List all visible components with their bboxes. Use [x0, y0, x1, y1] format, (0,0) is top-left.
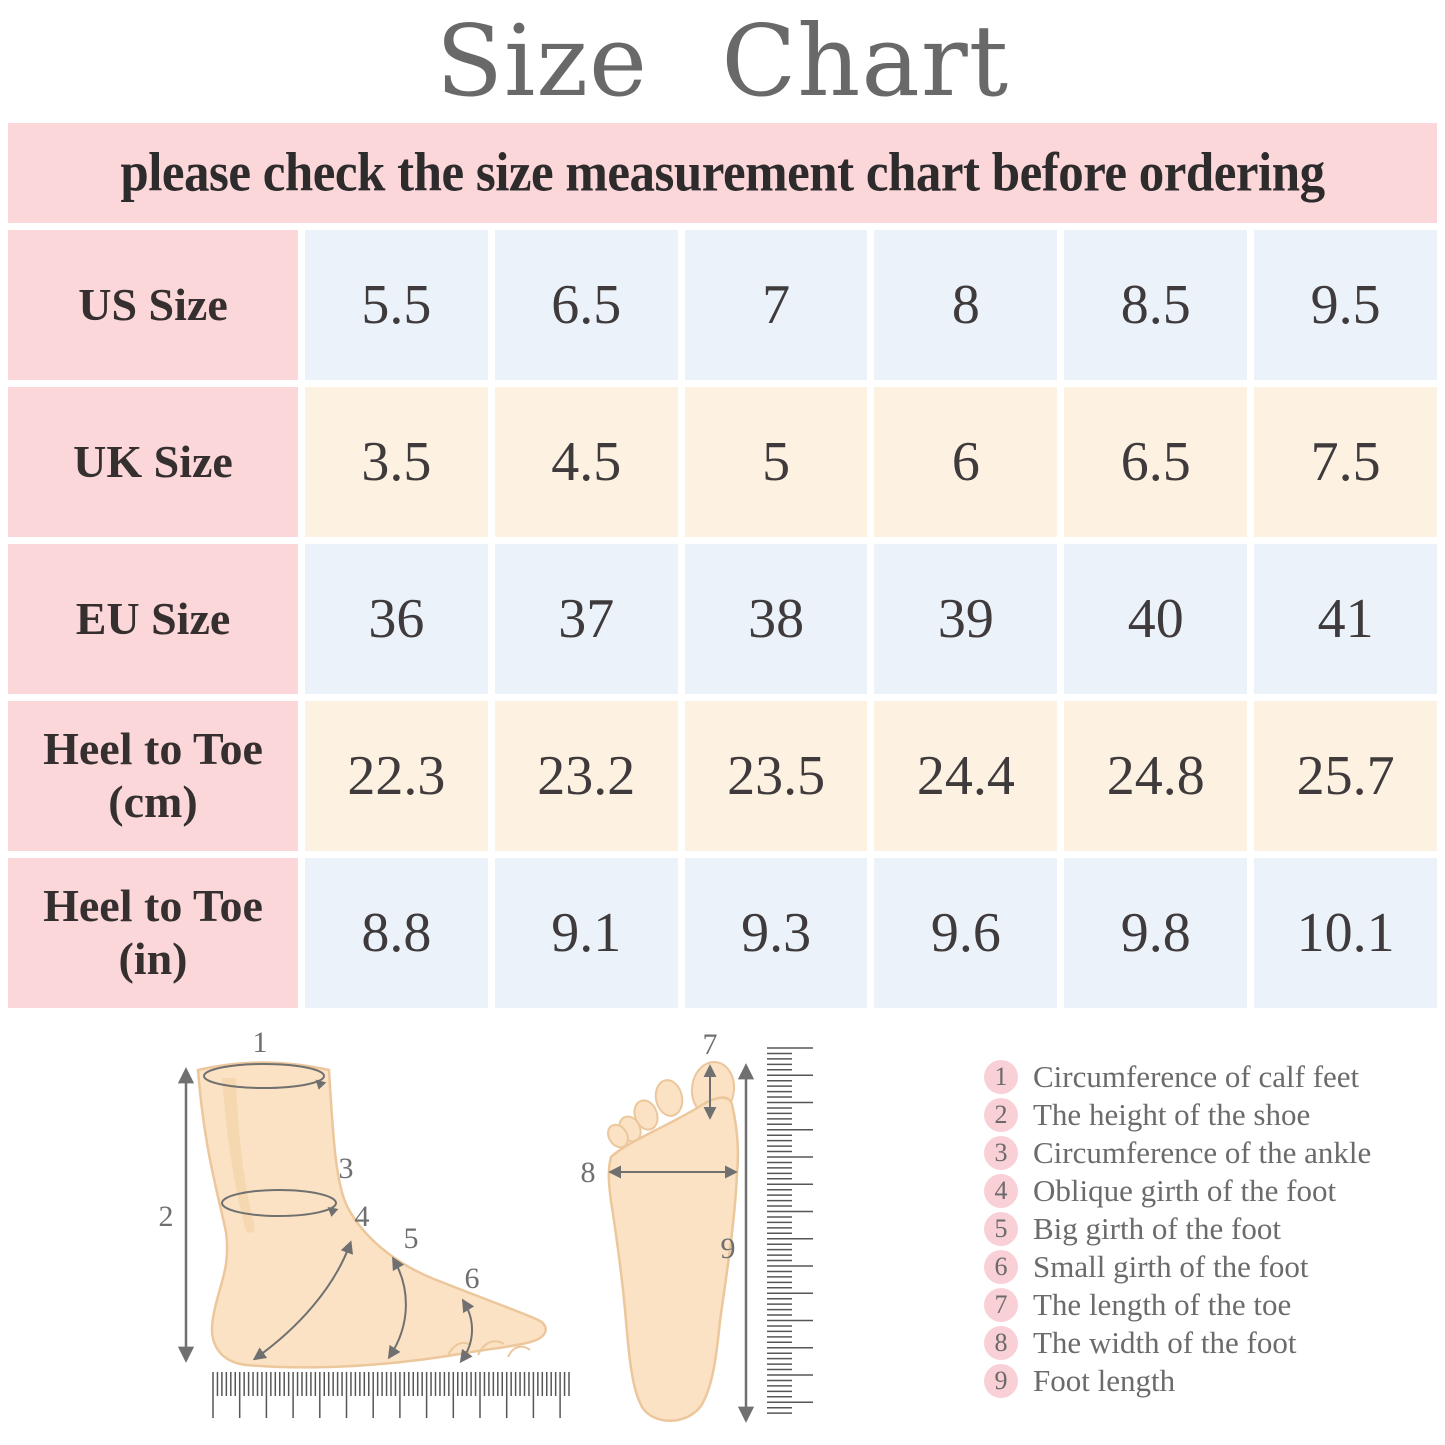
eu-size-cell: 40 [1064, 544, 1248, 694]
legend-number-badge: 5 [984, 1212, 1018, 1246]
ankle-girth-line [221, 1189, 337, 1217]
eu-size-cell: 37 [494, 544, 678, 694]
legend-label: The length of the toe [1033, 1287, 1292, 1322]
us-size-cell: 8.5 [1064, 230, 1248, 380]
legend-number-badge: 1 [984, 1060, 1018, 1094]
uk-size-cell: 7.5 [1254, 387, 1437, 537]
legend-number-badge: 2 [984, 1098, 1018, 1132]
legend-item: 4 Oblique girth of the foot [984, 1173, 1371, 1208]
heel-toe-in-cell: 9.3 [684, 858, 868, 1008]
eu-size-cell: 39 [874, 544, 1058, 694]
legend-item: 3 Circumference of the ankle [984, 1135, 1372, 1170]
legend-item: 9 Foot length [984, 1363, 1371, 1398]
heel-toe-cm-cell: 24.8 [1064, 701, 1248, 851]
marker-label-1: 1 [253, 1026, 268, 1059]
legend-label: Circumference of the ankle [1033, 1135, 1372, 1170]
legend-label: The width of the foot [1033, 1325, 1297, 1360]
eu-size-cell: 38 [684, 544, 868, 694]
legend-item: 7 The length of the toe [984, 1287, 1371, 1322]
foot-sole-outline [607, 1096, 740, 1422]
calf-girth-line [203, 1063, 325, 1089]
foot-top-view-diagram: 7 8 9 [581, 1028, 813, 1423]
uk-size-cell: 6 [874, 387, 1058, 537]
us-size-cell: 8 [874, 230, 1058, 380]
size-table: US Size 5.5 6.5 7 8 8.5 9.5 UK Size 3.5 … [8, 230, 1437, 1008]
measurement-diagrams: 1 2 3 4 5 6 7 [0, 1008, 1445, 1443]
row-label-eu-size: EU Size [8, 544, 298, 694]
uk-size-cell: 6.5 [1064, 387, 1248, 537]
heel-toe-in-cell: 9.1 [494, 858, 678, 1008]
legend-number-badge: 8 [984, 1326, 1018, 1360]
page-title: Size Chart [435, 4, 1010, 119]
row-label-heel-to-toe-cm: Heel to Toe (cm) [8, 701, 298, 851]
legend-item: 8 The width of the foot [984, 1325, 1371, 1360]
legend-item: 1 Circumference of calf feet [984, 1059, 1371, 1094]
row-label-uk-size: UK Size [8, 387, 298, 537]
marker-label-9: 9 [721, 1232, 736, 1265]
marker-label-7: 7 [703, 1028, 718, 1061]
notice-banner: please check the size measurement chart … [8, 123, 1437, 223]
marker-label-4: 4 [355, 1200, 370, 1233]
heel-toe-cm-cell: 24.4 [874, 701, 1058, 851]
legend-number-badge: 4 [984, 1174, 1018, 1208]
heel-toe-cm-cell: 22.3 [305, 701, 488, 851]
title-bar: Size Chart [0, 0, 1445, 123]
row-label-heel-to-toe-in: Heel to Toe (in) [8, 858, 298, 1008]
big-girth-line [387, 1256, 407, 1360]
legend-item: 6 Small girth of the foot [984, 1249, 1371, 1284]
eu-size-cell: 36 [305, 544, 488, 694]
us-size-cell: 6.5 [494, 230, 678, 380]
vertical-ruler [767, 1047, 813, 1414]
row-label-us-size: US Size [8, 230, 298, 380]
uk-size-cell: 5 [684, 387, 868, 537]
toe-line [477, 1340, 505, 1356]
horizontal-ruler [212, 1372, 570, 1418]
legend-label: Foot length [1033, 1363, 1176, 1398]
leg-shading [222, 1078, 255, 1233]
legend-number-badge: 9 [984, 1364, 1018, 1398]
legend-label: Small girth of the foot [1033, 1249, 1309, 1284]
toe-line [507, 1345, 531, 1358]
heel-toe-cm-cell: 23.2 [494, 701, 678, 851]
arrowhead [327, 1207, 339, 1217]
us-size-cell: 7 [684, 230, 868, 380]
foot-side-view-diagram: 1 2 3 4 5 6 [159, 1026, 570, 1418]
us-size-cell: 5.5 [305, 230, 488, 380]
oblique-girth-line [252, 1240, 353, 1361]
notice-banner-text: please check the size measurement chart … [120, 142, 1325, 204]
legend-label: The height of the shoe [1033, 1097, 1311, 1132]
heel-toe-in-cell: 9.8 [1064, 858, 1248, 1008]
toe [654, 1079, 684, 1117]
marker-label-5: 5 [404, 1222, 419, 1255]
heel-toe-in-cell: 8.8 [305, 858, 488, 1008]
heel-toe-in-cell: 9.6 [874, 858, 1058, 1008]
legend-number-badge: 7 [984, 1288, 1018, 1322]
legend-label: Oblique girth of the foot [1033, 1173, 1337, 1208]
heel-toe-cm-cell: 25.7 [1254, 701, 1437, 851]
uk-size-cell: 3.5 [305, 387, 488, 537]
heel-toe-in-cell: 10.1 [1254, 858, 1437, 1008]
marker-label-2: 2 [159, 1200, 174, 1233]
eu-size-cell: 41 [1254, 544, 1437, 694]
marker-label-6: 6 [465, 1262, 480, 1295]
legend-label: Circumference of calf feet [1033, 1059, 1360, 1094]
legend-item: 5 Big girth of the foot [984, 1211, 1371, 1246]
measurement-legend: 1 Circumference of calf feet 2 The heigh… [984, 1059, 1372, 1402]
marker-label-8: 8 [581, 1156, 596, 1189]
legend-item: 2 The height of the shoe [984, 1097, 1371, 1132]
marker-label-3: 3 [339, 1152, 354, 1185]
uk-size-cell: 4.5 [494, 387, 678, 537]
small-girth-line [459, 1298, 475, 1364]
legend-number-badge: 3 [984, 1136, 1018, 1170]
us-size-cell: 9.5 [1254, 230, 1437, 380]
heel-toe-cm-cell: 23.5 [684, 701, 868, 851]
legend-label: Big girth of the foot [1033, 1211, 1281, 1246]
legend-number-badge: 6 [984, 1250, 1018, 1284]
arrowhead [315, 1079, 327, 1090]
